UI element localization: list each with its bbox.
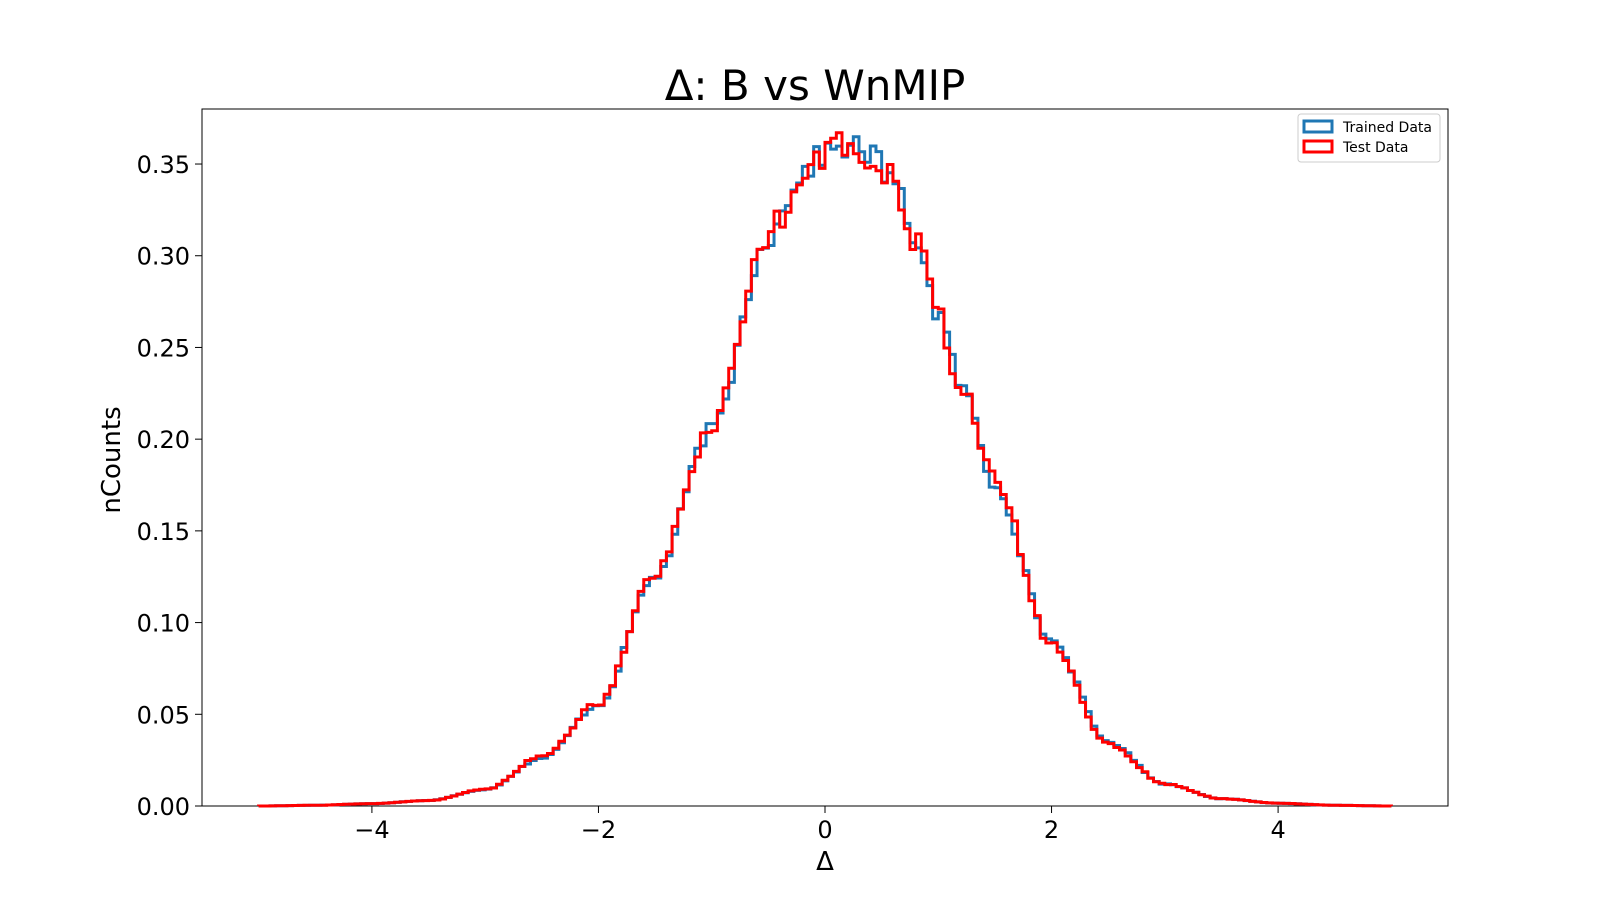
y-axis: 0.00 0.05 0.10 0.15 0.20 0.25 0.30 0.35 bbox=[137, 151, 202, 821]
y-tick-label: 0.05 bbox=[137, 701, 190, 729]
x-tick-label: 2 bbox=[1044, 816, 1059, 844]
legend: Trained Data Test Data bbox=[1297, 113, 1441, 163]
x-tick-label: 0 bbox=[817, 816, 832, 844]
y-tick-label: 0.30 bbox=[137, 243, 190, 271]
y-tick-label: 0.10 bbox=[137, 610, 190, 638]
y-tick-label: 0.20 bbox=[137, 426, 190, 454]
y-tick-label: 0.00 bbox=[137, 793, 190, 821]
series-trained-data bbox=[257, 135, 1393, 808]
series-layer bbox=[257, 131, 1393, 808]
plot-area-frame bbox=[201, 108, 1449, 807]
x-axis-label: Δ bbox=[816, 847, 834, 877]
chart-title: Δ: B vs WnMIP bbox=[665, 61, 966, 110]
x-axis: −4 −2 0 2 4 bbox=[354, 806, 1286, 844]
legend-swatch-trained bbox=[1302, 119, 1334, 134]
legend-label-trained: Trained Data bbox=[1342, 120, 1432, 136]
legend-label-test: Test Data bbox=[1342, 140, 1408, 156]
y-tick-label: 0.25 bbox=[137, 334, 190, 362]
legend-swatch-test bbox=[1302, 139, 1334, 154]
y-axis-label: nCounts bbox=[97, 406, 127, 513]
x-tick-label: 4 bbox=[1270, 816, 1285, 844]
x-tick-label: −2 bbox=[581, 816, 616, 844]
y-tick-label: 0.15 bbox=[137, 518, 190, 546]
x-tick-label: −4 bbox=[354, 816, 389, 844]
y-tick-label: 0.35 bbox=[137, 151, 190, 179]
series-test-data bbox=[257, 131, 1393, 808]
